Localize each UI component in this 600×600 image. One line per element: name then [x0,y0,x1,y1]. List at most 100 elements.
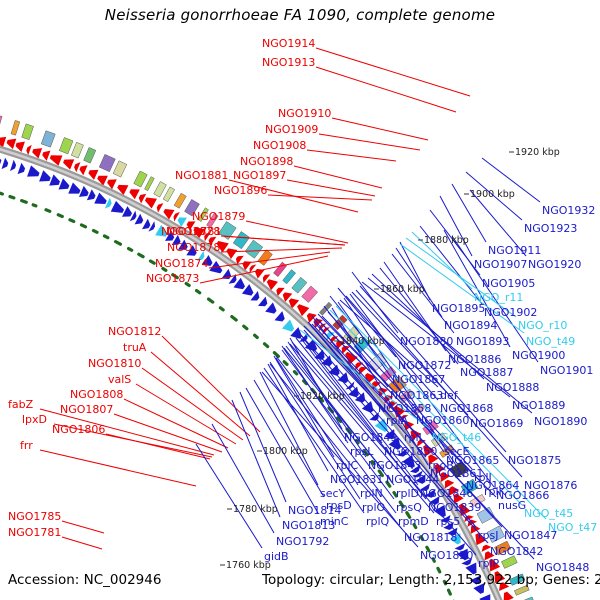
gene-label[interactable]: NGO1813 [282,519,336,532]
gene-label[interactable]: NGO1886 [448,353,502,366]
gene-label[interactable]: NGO1831 [330,473,384,486]
gene-label[interactable]: NGO1863 [390,389,444,402]
gene-label[interactable]: NGO1888 [486,381,540,394]
gene-label[interactable]: NGO1808 [70,388,124,401]
gene-label[interactable]: NGO1880 [400,335,454,348]
gene-label[interactable]: NGO1881 [175,169,229,182]
gene-label[interactable]: NGO1902 [484,306,538,319]
gene-label[interactable]: rplD [396,487,420,500]
gene-label[interactable]: NGO1814 [288,504,342,517]
gene-label[interactable]: NGO1810 [88,357,142,370]
gene-label[interactable]: NGO1785 [8,510,62,523]
gene-label[interactable]: NGO1907 [474,258,528,271]
gene-label[interactable]: NGO1890 [534,415,588,428]
gene-label[interactable]: rpsJ [478,529,499,542]
gene-label[interactable]: NGO1932 [542,204,596,217]
gene-label[interactable]: NGO1889 [512,399,566,412]
gene-label[interactable]: NGO1876 [524,479,578,492]
gene-label[interactable]: rplL [404,431,425,444]
gene-label[interactable]: NGO1792 [276,535,330,548]
gene-label[interactable]: rpsQ [396,501,422,514]
gene-label[interactable]: rpsD [326,499,352,512]
gene-label[interactable]: NGO1818 [404,531,458,544]
gene-label[interactable]: truA [123,341,147,354]
gene-label[interactable]: NGO1920 [528,258,582,271]
gene-label[interactable]: NGO1893 [456,335,510,348]
gene-label[interactable]: rps5 [436,515,461,528]
gene-label[interactable]: NGO1914 [262,37,316,50]
gene-label[interactable]: NGO1898 [240,155,294,168]
gene-label[interactable]: rplJ [474,471,492,484]
gene-label[interactable]: NGO1864 [466,479,520,492]
gene-label[interactable]: NGO1875 [508,454,562,467]
gene-label[interactable]: NGO1867 [392,373,446,386]
gene-label[interactable]: NGO_t47 [548,521,598,534]
gene-label[interactable]: NGO_r11 [474,291,524,304]
gene-label[interactable]: NGO1846 [420,487,474,500]
gene-label[interactable]: rplP [478,557,500,570]
gene-label[interactable]: NGO1807 [60,403,114,416]
gene-label[interactable]: NGO1905 [482,277,536,290]
gene-label[interactable]: NGO1911 [488,244,542,257]
gene-label[interactable]: NGO1874 [155,257,209,270]
gene-label[interactable]: NGO1879 [192,210,246,223]
gene-label[interactable]: NGO1878 [167,241,221,254]
gene-label[interactable]: NGO1850 [384,445,438,458]
gene-label[interactable]: NGO_t45 [524,507,574,520]
gene-label[interactable]: NGO_t46 [432,431,482,444]
gene-label[interactable]: NGO1866 [496,489,550,502]
gene-label[interactable]: NGO1869 [470,417,524,430]
gene-label[interactable]: NGO_r10 [518,319,568,332]
gene-label[interactable]: def [440,389,458,402]
gene-label[interactable]: NGO1909 [265,123,319,136]
gene-label[interactable]: nusG [498,499,527,512]
gene-label[interactable]: valS [108,373,132,386]
gene-label[interactable]: NGO1858 [378,402,432,415]
gene-label[interactable]: NGO1923 [524,222,578,235]
gene-label[interactable]: NGO18781 [161,225,222,238]
gene-label[interactable]: NGO1910 [278,107,332,120]
gene-label[interactable]: NGO1895 [432,302,486,315]
gene-label[interactable]: NGO1842 [490,545,544,558]
gene-label[interactable]: NGO1843 [368,459,422,472]
gene-label[interactable]: rplA [386,414,409,427]
gene-label[interactable]: secY [320,487,346,500]
gene-label[interactable]: rplQ [366,515,390,528]
gene-label[interactable]: NGO1878 [167,225,221,238]
gene-label[interactable]: rpmD [398,515,429,528]
gene-label[interactable]: NGO1860 [416,414,470,427]
gene-label[interactable]: fabZ [8,398,34,411]
gene-label[interactable]: NGO1812 [108,325,162,338]
gene-label[interactable]: NGO1908 [253,139,307,152]
gene-label[interactable]: NGO_t49 [526,335,576,348]
gene-label[interactable]: NGO1848 [536,561,590,574]
gene-label[interactable]: NGO1781 [8,526,62,539]
gene-label[interactable]: NGO1865 [446,454,500,467]
gene-label[interactable]: rpsL [350,445,374,458]
gene-label[interactable]: NGO1897 [233,169,287,182]
gene-label[interactable]: NGO1868 [440,402,494,415]
gene-label[interactable]: rplK [484,485,506,498]
gene-label[interactable]: lpxD [22,413,48,426]
gene-label[interactable]: NGO1887 [460,366,514,379]
gene-label[interactable]: NGO1913 [262,56,316,69]
gene-label[interactable]: NGO1901 [540,364,594,377]
gene-label[interactable]: NGO1900 [512,349,566,362]
gene-label[interactable]: NGO1872 [398,359,452,372]
gene-label[interactable]: NGO1806 [52,423,106,436]
gene-label[interactable]: gidB [264,550,289,563]
gene-label[interactable]: rpoB [428,459,454,472]
gene-label[interactable]: rplC [336,459,359,472]
gene-label[interactable]: rplN [360,487,383,500]
gene-label[interactable]: NGO1839 [428,501,482,514]
gene-label[interactable]: NGO1847 [504,529,558,542]
gene-label[interactable]: frr [20,439,33,452]
gene-label[interactable]: secE [444,445,470,458]
gene-label[interactable]: NGO1844 [386,473,440,486]
gene-label[interactable]: rplO [362,501,386,514]
gene-label[interactable]: NGO1873 [146,272,200,285]
gene-label[interactable]: NGO1820 [420,549,474,562]
gene-label[interactable]: NGO1849 [344,431,398,444]
gene-label[interactable]: NGO1861 [430,467,484,480]
gene-label[interactable]: NGO1894 [444,319,498,332]
